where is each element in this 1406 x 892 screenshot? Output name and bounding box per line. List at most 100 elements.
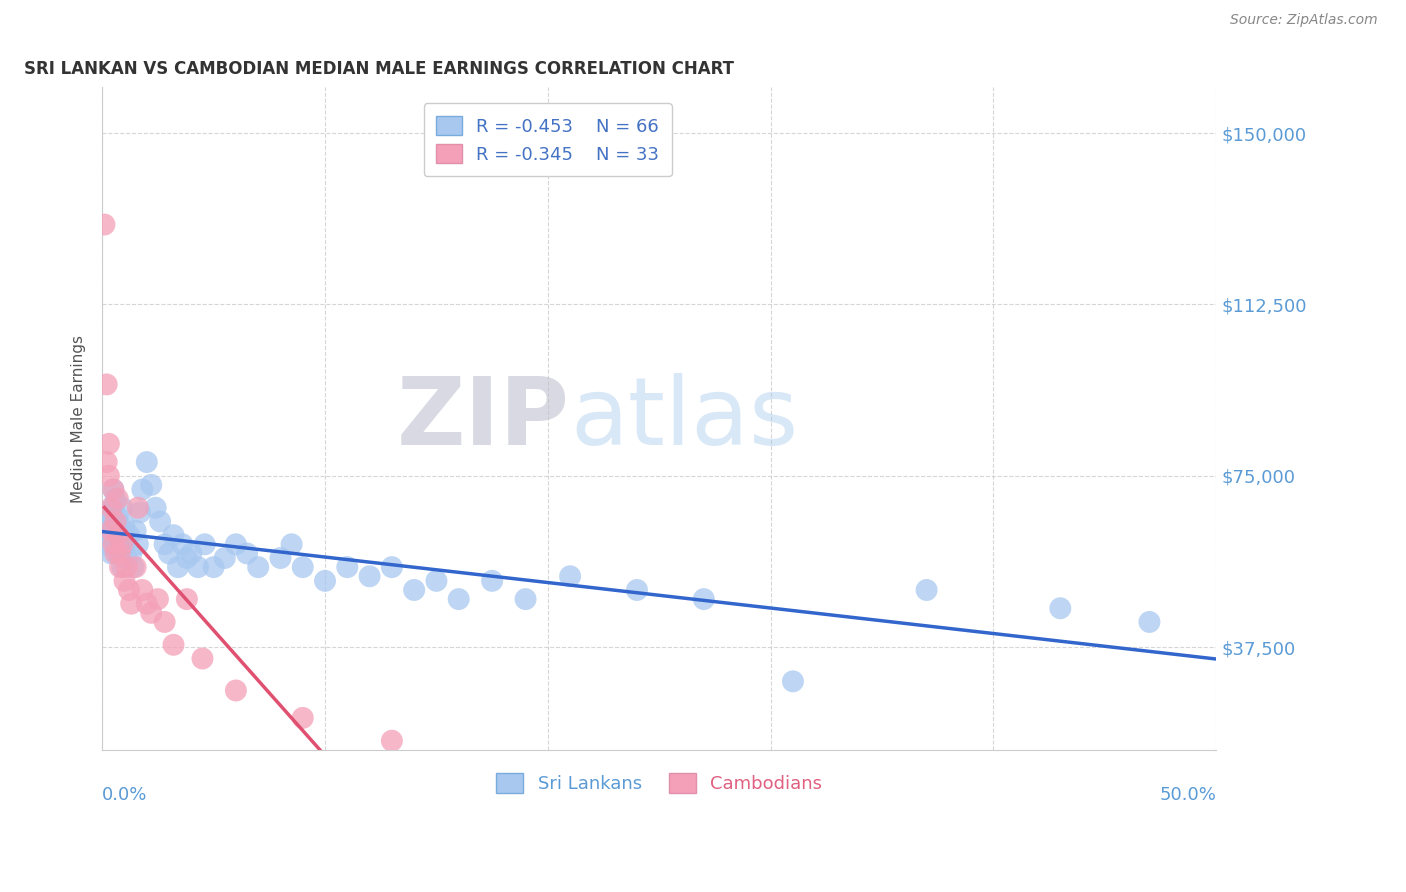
Point xyxy=(236,546,259,560)
Point xyxy=(359,569,381,583)
Point xyxy=(381,733,404,747)
Point xyxy=(314,574,336,588)
Y-axis label: Median Male Earnings: Median Male Earnings xyxy=(72,334,86,503)
Point xyxy=(291,711,314,725)
Point xyxy=(269,551,291,566)
Point xyxy=(107,546,129,560)
Point xyxy=(96,524,118,538)
Point xyxy=(108,519,131,533)
Point xyxy=(404,582,426,597)
Point xyxy=(93,537,115,551)
Point xyxy=(145,500,167,515)
Point xyxy=(120,546,142,560)
Point xyxy=(481,574,503,588)
Point xyxy=(131,582,153,597)
Point xyxy=(247,560,270,574)
Text: 0.0%: 0.0% xyxy=(103,786,148,805)
Point xyxy=(558,569,581,583)
Point xyxy=(447,592,470,607)
Point xyxy=(107,491,129,506)
Point xyxy=(108,546,131,560)
Point xyxy=(149,515,172,529)
Point xyxy=(127,537,149,551)
Point xyxy=(104,537,127,551)
Point xyxy=(96,455,118,469)
Point xyxy=(107,528,129,542)
Point xyxy=(167,560,190,574)
Point xyxy=(280,537,302,551)
Point xyxy=(135,597,157,611)
Point xyxy=(191,651,214,665)
Point xyxy=(114,519,136,533)
Point xyxy=(111,560,134,574)
Point xyxy=(103,500,125,515)
Point xyxy=(96,505,118,519)
Point xyxy=(129,505,152,519)
Point xyxy=(214,551,236,566)
Point xyxy=(103,483,125,497)
Point xyxy=(103,537,125,551)
Point xyxy=(176,592,198,607)
Point xyxy=(103,515,125,529)
Point xyxy=(104,491,127,506)
Point xyxy=(96,377,118,392)
Point xyxy=(115,560,138,574)
Point xyxy=(291,560,314,574)
Point xyxy=(381,560,404,574)
Point xyxy=(127,500,149,515)
Point xyxy=(104,546,127,560)
Point xyxy=(107,528,129,542)
Text: 50.0%: 50.0% xyxy=(1160,786,1216,805)
Point xyxy=(120,597,142,611)
Point xyxy=(135,455,157,469)
Point xyxy=(124,524,146,538)
Point xyxy=(693,592,716,607)
Point xyxy=(153,537,176,551)
Point xyxy=(97,437,120,451)
Point xyxy=(93,218,115,232)
Point xyxy=(1049,601,1071,615)
Legend: Sri Lankans, Cambodians: Sri Lankans, Cambodians xyxy=(489,766,830,800)
Point xyxy=(100,500,122,515)
Point xyxy=(172,537,194,551)
Point xyxy=(162,638,184,652)
Point xyxy=(114,537,136,551)
Point xyxy=(111,537,134,551)
Point xyxy=(225,683,247,698)
Point xyxy=(108,560,131,574)
Point xyxy=(124,560,146,574)
Point xyxy=(180,546,202,560)
Point xyxy=(336,560,359,574)
Point xyxy=(115,551,138,566)
Point xyxy=(107,509,129,524)
Point xyxy=(118,582,141,597)
Point xyxy=(162,528,184,542)
Point xyxy=(626,582,648,597)
Text: Source: ZipAtlas.com: Source: ZipAtlas.com xyxy=(1230,13,1378,28)
Point xyxy=(104,515,127,529)
Point xyxy=(97,468,120,483)
Point xyxy=(157,546,180,560)
Point xyxy=(425,574,447,588)
Point xyxy=(1139,615,1161,629)
Point xyxy=(915,582,938,597)
Point xyxy=(131,483,153,497)
Point xyxy=(108,537,131,551)
Point xyxy=(176,551,198,566)
Point xyxy=(97,509,120,524)
Point xyxy=(100,524,122,538)
Point xyxy=(100,546,122,560)
Point xyxy=(111,500,134,515)
Point xyxy=(141,478,163,492)
Point xyxy=(97,528,120,542)
Point xyxy=(194,537,217,551)
Point xyxy=(202,560,225,574)
Text: ZIP: ZIP xyxy=(398,373,569,465)
Point xyxy=(153,615,176,629)
Text: atlas: atlas xyxy=(569,373,799,465)
Point xyxy=(187,560,209,574)
Point xyxy=(515,592,537,607)
Text: SRI LANKAN VS CAMBODIAN MEDIAN MALE EARNINGS CORRELATION CHART: SRI LANKAN VS CAMBODIAN MEDIAN MALE EARN… xyxy=(24,60,734,78)
Point xyxy=(141,606,163,620)
Point xyxy=(146,592,169,607)
